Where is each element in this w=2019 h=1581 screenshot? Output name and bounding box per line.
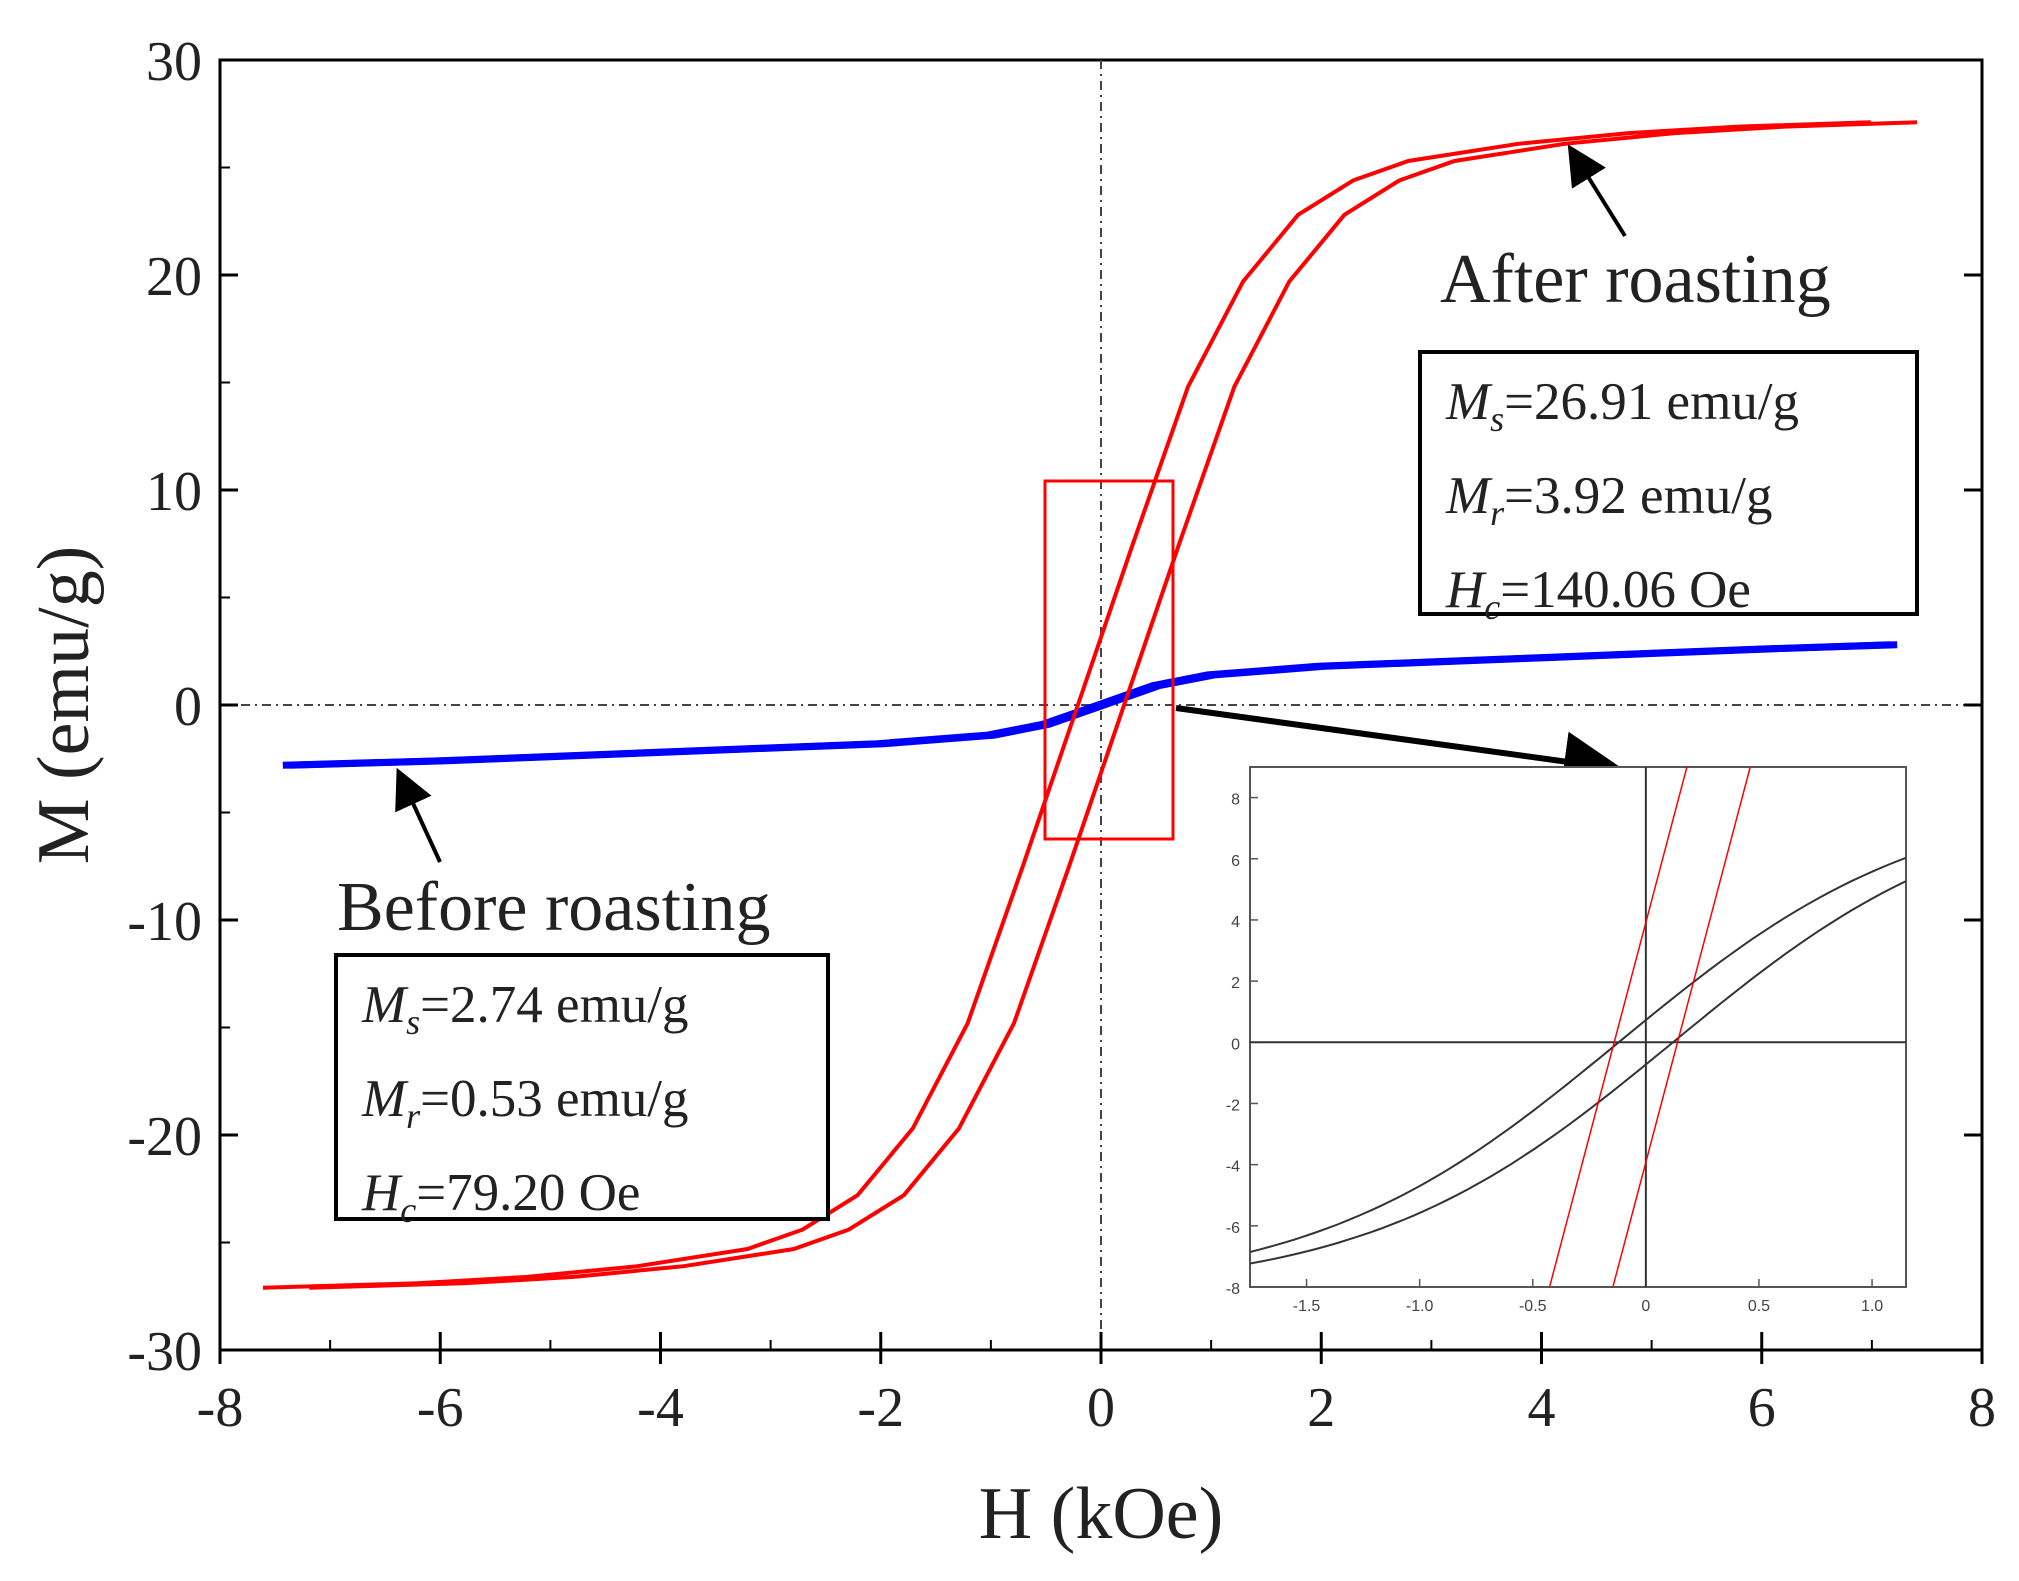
before-roasting-params: Ms=2.74 emu/g Mr=0.53 emu/g Hc=79.20 Oe: [334, 953, 830, 1230]
after-hc-line: Hc=140.06 Oe: [1446, 561, 1751, 627]
inset-y-tick-label: 8: [1231, 792, 1240, 809]
y-tick-label: -30: [127, 1321, 202, 1383]
before-hc-value: =79.20 Oe: [416, 1164, 641, 1222]
after-roasting-label: After roasting: [1440, 241, 1831, 318]
after-roasting-upper-branch: [262, 120, 1871, 1290]
inset-x-tick-label: -0.5: [1519, 1298, 1547, 1315]
x-axis-ticks: -8 -6 -4 -2 0 2 4 6 8: [197, 1332, 1996, 1439]
x-tick-label: 6: [1748, 1377, 1776, 1439]
inset-before-upper: [1250, 856, 1906, 1253]
inset-y-tick-label: -2: [1226, 1097, 1240, 1114]
x-tick-label: 2: [1307, 1377, 1335, 1439]
inset-y-tick-label: 0: [1231, 1036, 1240, 1053]
after-roasting-lower-branch: [309, 120, 1918, 1290]
x-tick-label: 8: [1968, 1377, 1996, 1439]
series-after-roasting: [262, 120, 1918, 1290]
after-roasting-params: Ms=26.91 emu/g Mr=3.92 emu/g Hc=140.06 O…: [1418, 350, 1919, 627]
y-tick-label: 20: [146, 246, 202, 308]
y-tick-label: 10: [146, 461, 202, 523]
before-roasting-label: Before roasting: [337, 869, 771, 946]
x-tick-label: -6: [417, 1377, 464, 1439]
x-tick-label: -4: [637, 1377, 684, 1439]
y-tick-label: 0: [174, 676, 202, 738]
inset-y-tick-label: -6: [1226, 1220, 1240, 1237]
inset-after-upper: [1548, 767, 1688, 1287]
before-ms-line: Ms=2.74 emu/g: [362, 976, 689, 1042]
x-tick-label: -2: [857, 1377, 904, 1439]
y-tick-label: -10: [127, 891, 202, 953]
after-hc-value: =140.06 Oe: [1500, 561, 1751, 619]
zoom-region-box: [1043, 479, 1175, 841]
inset-x-tick-label: -1.0: [1406, 1298, 1434, 1315]
y-tick-label: 30: [146, 31, 202, 93]
inset-x-tick-label: 0: [1641, 1298, 1650, 1315]
after-ms-line: Ms=26.91 emu/g: [1446, 373, 1800, 439]
inset-series-after: [1548, 767, 1752, 1287]
inset-plot: -8 -6 -4 -2 0 2 4 6 8 -1.5 -1.0 -0.5 0 0.5 1.0: [1226, 766, 1907, 1315]
after-mr-value: =3.92 emu/g: [1504, 467, 1773, 525]
before-mr-value: =0.53 emu/g: [420, 1070, 689, 1128]
x-tick-label: 4: [1528, 1377, 1556, 1439]
inset-y-tick-label: -8: [1226, 1281, 1240, 1298]
before-mr-line: Mr=0.53 emu/g: [362, 1070, 689, 1136]
x-axis-label: H (kOe): [979, 1473, 1224, 1555]
inset-after-lower: [1612, 767, 1752, 1287]
inset-pointer-arrow: [1175, 705, 1624, 792]
before-label-arrow: [395, 767, 442, 863]
y-tick-label: -20: [127, 1106, 202, 1168]
inset-y-tick-label: 4: [1231, 914, 1240, 931]
after-ms-value: =26.91 emu/g: [1504, 373, 1800, 431]
before-ms-value: =2.74 emu/g: [420, 976, 689, 1034]
after-label-arrow: [1567, 144, 1627, 238]
inset-x-tick-label: 1.0: [1861, 1298, 1883, 1315]
inset-y-tick-label: 6: [1231, 853, 1240, 870]
inset-zero-axes: [1250, 767, 1906, 1287]
inset-series-before: [1250, 856, 1906, 1265]
series-before-roasting: [282, 641, 1898, 769]
inset-y-tick-label: -4: [1226, 1159, 1240, 1176]
y-axis-label: M (emu/g): [23, 546, 105, 865]
before-hc-line: Hc=79.20 Oe: [362, 1164, 641, 1230]
before-roasting-lower-branch: [289, 641, 1898, 769]
inset-y-tick-label: 2: [1231, 975, 1240, 992]
x-tick-label: 0: [1087, 1377, 1115, 1439]
after-mr-line: Mr=3.92 emu/g: [1446, 467, 1773, 533]
inset-before-lower: [1250, 880, 1906, 1265]
inset-x-tick-label: -1.5: [1293, 1298, 1321, 1315]
inset-x-tick-label: 0.5: [1748, 1298, 1770, 1315]
x-tick-label: -8: [197, 1377, 244, 1439]
